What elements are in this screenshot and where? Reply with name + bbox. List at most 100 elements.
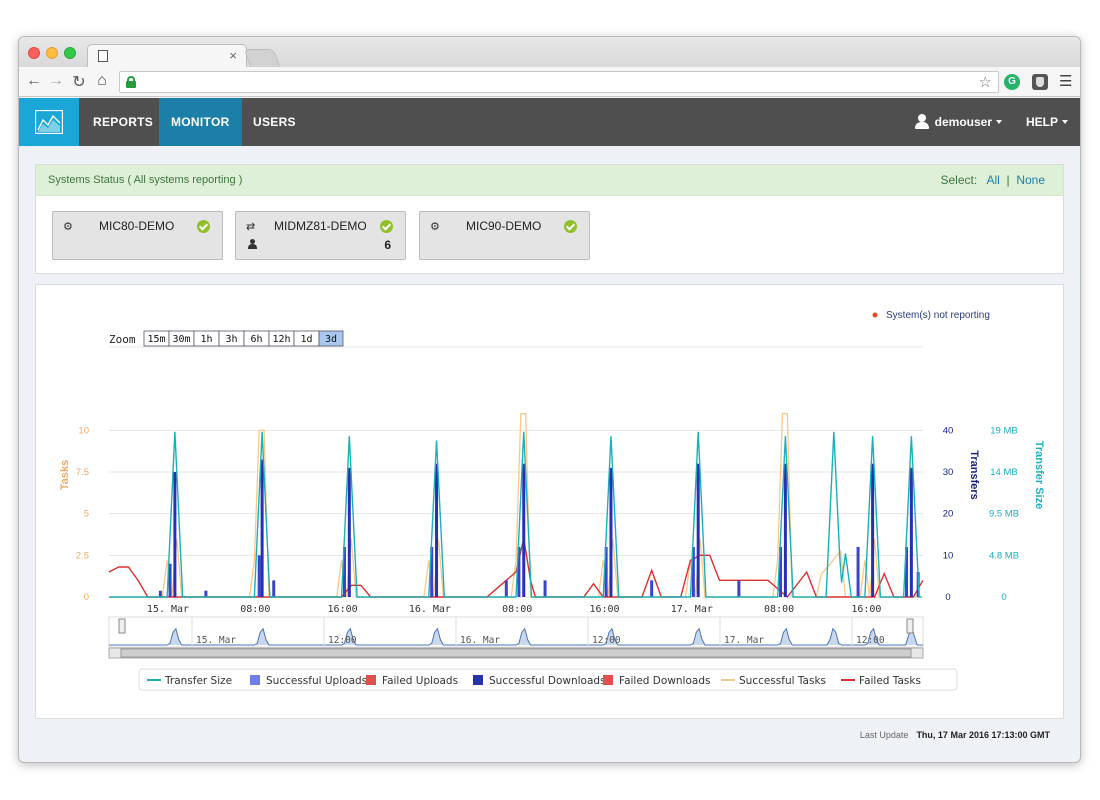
grammarly-extension-icon[interactable]: G [1004,74,1020,90]
zoom-button-label: 1h [200,334,212,345]
x-tick-label: 16:00 [589,604,619,615]
forward-icon[interactable]: → [48,72,64,89]
system-name: MIDMZ81-DEMO [274,219,367,233]
bar-successful-download [522,463,526,597]
legend-item[interactable]: Failed Downloads [619,675,710,687]
browser-toolbar: ← → ↻ ⌂ ☆ G ☰ [19,67,1080,97]
user-icon [914,114,929,129]
transfer-size-tick-label: 9.5 MB [989,509,1019,520]
navigator-label: 17. Mar [724,635,764,646]
bar-successful-download [871,463,875,597]
legend-marker[interactable] [473,675,483,685]
app-logo[interactable] [19,98,79,146]
browser-window: × ← → ↻ ⌂ ☆ G ☰ REPORTS MONITOR USERS de… [18,36,1081,763]
system-card-midmz81[interactable]: ⇄ MIDMZ81-DEMO 6 [235,211,406,260]
gears-icon: ⚙ [430,221,440,233]
help-label: HELP [1025,115,1058,129]
bar-successful-upload [257,555,261,597]
back-icon[interactable]: ← [26,72,42,89]
navigator-label: 12:00 [592,635,621,646]
select-controls: Select: All | None [940,173,1045,187]
x-tick-label: 16:00 [851,604,881,615]
system-card-mic80[interactable]: ⚙ MIC80-DEMO [52,211,223,260]
legend-marker[interactable] [250,675,260,685]
x-tick-label: 08:00 [240,604,270,615]
not-reporting-dot [872,312,878,318]
browser-menu-icon[interactable]: ☰ [1059,73,1073,90]
transfer-size-tick-label: 0 [1001,592,1006,603]
bar-successful-upload [342,547,346,597]
transfers-tick-label: 0 [945,592,950,603]
check-icon [564,220,577,233]
navigator-left-handle[interactable] [118,618,126,634]
navigator-label: 15. Mar [196,635,236,646]
transfer-size-tick-label: 4.8 MB [989,550,1019,561]
nav-monitor[interactable]: MONITOR [159,98,242,146]
zoom-button-label: 15m [147,334,165,345]
nav-users[interactable]: USERS [253,115,296,129]
system-card-mic90[interactable]: ⚙ MIC90-DEMO [419,211,590,260]
username: demouser [934,115,992,129]
close-tab-icon[interactable]: × [229,48,237,63]
select-separator: | [1006,173,1010,187]
user-icon [248,239,257,249]
zoom-button-3d[interactable] [318,330,344,347]
legend-item[interactable]: Successful Downloads [489,675,606,687]
navigator-right-handle[interactable] [906,618,914,634]
systems-status-bar: Systems Status ( All systems reporting )… [36,165,1063,196]
help-menu[interactable]: HELP [1026,98,1068,146]
legend-item[interactable]: Failed Tasks [859,675,921,687]
reload-icon[interactable]: ↻ [72,74,86,91]
tasks-tick-label: 5 [84,509,89,520]
bar-successful-upload [905,547,909,597]
bar-successful-upload [204,590,208,597]
zoom-label: Zoom [109,333,136,346]
navigator-scrollbar-thumb[interactable] [120,648,912,658]
transfers-tick-label: 20 [943,509,954,520]
browser-tab-bar: × [19,37,1080,67]
bar-successful-upload [543,580,547,597]
transfers-tick-label: 10 [943,550,954,561]
legend-item[interactable]: Successful Uploads [266,675,367,687]
check-icon [197,220,210,233]
navigator-label: 16. Mar [460,635,500,646]
legend-item[interactable]: Failed Uploads [382,675,458,687]
new-tab-button[interactable] [243,49,281,67]
chevron-down-icon [1062,120,1068,124]
maximize-window-button[interactable] [64,47,76,59]
transfer-size-tick-label: 14 MB [990,467,1017,478]
bar-successful-download [260,459,264,597]
legend-item[interactable]: Transfer Size [164,675,232,687]
zoom-button-label: 30m [172,334,190,345]
x-tick-label: 17. Mar [671,604,713,615]
legend-marker[interactable] [603,675,613,685]
bar-successful-download [696,463,700,597]
select-label: Select: [940,173,978,187]
bar-successful-upload [158,590,162,597]
bar-successful-download [347,467,351,597]
select-none-link[interactable]: None [1016,173,1045,187]
bookmark-star-icon[interactable]: ☆ [978,74,992,91]
last-update: Last Update Thu, 17 Mar 2016 17:13:00 GMT [860,730,1050,740]
transfers-tick-label: 40 [943,425,954,436]
select-all-link[interactable]: All [986,173,1000,187]
home-icon[interactable]: ⌂ [97,72,107,89]
legend-item[interactable]: Successful Tasks [739,675,826,687]
x-tick-label: 15. Mar [147,604,189,615]
lock-icon [126,76,136,88]
navigator-label: 12:00 [328,635,357,646]
bar-successful-upload [779,547,783,597]
not-reporting-label: System(s) not reporting [886,310,990,321]
browser-tab[interactable]: × [87,44,247,67]
address-bar[interactable]: ☆ [119,71,999,93]
legend-marker[interactable] [366,675,376,685]
zoom-button-label: 3d [325,334,337,345]
nav-reports[interactable]: REPORTS [93,115,154,129]
close-window-button[interactable] [28,47,40,59]
tasks-tick-label: 7.5 [76,467,89,478]
user-menu[interactable]: demouser [914,98,1002,146]
shield-extension-icon[interactable] [1032,74,1048,90]
minimize-window-button[interactable] [46,47,58,59]
zoom-button-label: 12h [272,334,290,345]
bar-successful-upload [737,580,741,597]
